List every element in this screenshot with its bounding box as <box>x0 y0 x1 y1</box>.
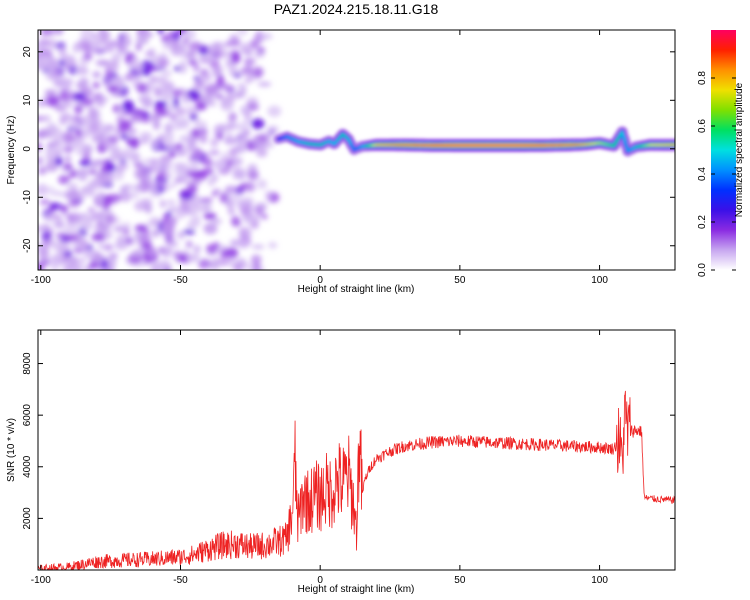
spectrogram-noise <box>38 30 282 270</box>
spectrogram-y-tick-label: 20 <box>22 46 33 58</box>
snr-ylabel: SNR (10 * v/v) <box>6 418 17 482</box>
spectrogram-x-tick-label: 100 <box>591 275 608 286</box>
spectrogram-frame <box>37 29 676 271</box>
colorbar-ticks: 0.0 0.2 0.4 0.6 0.8 <box>697 71 736 277</box>
spectrogram-y-tick-label: 10 <box>22 94 33 106</box>
spectrogram-ylabel: Frequency (Hz) <box>6 116 17 185</box>
colorbar-tick-label: 0.2 <box>697 215 708 229</box>
colorbar-gradient <box>711 30 736 270</box>
spectrogram-y-ticks: -20 -10 0 10 20 <box>22 46 675 253</box>
colorbar-tick-label: 0.8 <box>697 71 708 85</box>
snr-xlabel: Height of straight line (km) <box>298 584 415 595</box>
snr-y-ticks: 2000 4000 6000 8000 <box>22 352 675 530</box>
snr-x-tick-label: 0 <box>317 575 323 586</box>
snr-x-tick-label: 100 <box>591 575 608 586</box>
snr-panel: -100 -50 0 50 100 2000 4000 6000 8000 Height of… <box>6 329 676 595</box>
colorbar-tick-label: 0.6 <box>697 119 708 133</box>
figure-title: PAZ1.2024.215.18.11.G18 <box>274 1 439 17</box>
spectrogram-x-ticks: -100 -50 0 50 100 <box>31 30 608 286</box>
spectrogram-x-tick-label: -50 <box>173 275 188 286</box>
snr-x-tick-label: -100 <box>31 575 51 586</box>
spectrogram-x-tick-label: -100 <box>31 275 51 286</box>
snr-y-tick-label: 6000 <box>22 404 33 427</box>
snr-series-line <box>38 390 675 570</box>
spectrogram-x-tick-label: 0 <box>317 275 323 286</box>
spectrogram-xlabel: Height of straight line (km) <box>298 284 415 295</box>
spectrogram-y-tick-label: -10 <box>22 190 33 205</box>
snr-x-tick-label: 50 <box>454 575 466 586</box>
colorbar-tick-label: 0.4 <box>697 167 708 181</box>
snr-y-tick-label: 4000 <box>22 455 33 478</box>
spectrogram-ridge <box>273 126 675 157</box>
snr-x-tick-label: -50 <box>173 575 188 586</box>
colorbar-tick-label: 0.0 <box>697 263 708 277</box>
snr-y-tick-label: 8000 <box>22 352 33 375</box>
snr-x-ticks: -100 -50 0 50 100 <box>31 330 608 586</box>
spectrogram-y-tick-label: 0 <box>22 146 33 152</box>
snr-frame <box>37 329 676 571</box>
spectrogram-image <box>38 30 675 270</box>
colorbar: 0.0 0.2 0.4 0.6 0.8 Normalized spectral ampl… <box>697 30 745 277</box>
spectrogram-x-tick-label: 50 <box>454 275 466 286</box>
spectrogram-y-tick-label: -20 <box>22 238 33 253</box>
snr-y-tick-label: 2000 <box>22 507 33 530</box>
colorbar-label: Normalized spectral amplitude <box>734 82 745 217</box>
